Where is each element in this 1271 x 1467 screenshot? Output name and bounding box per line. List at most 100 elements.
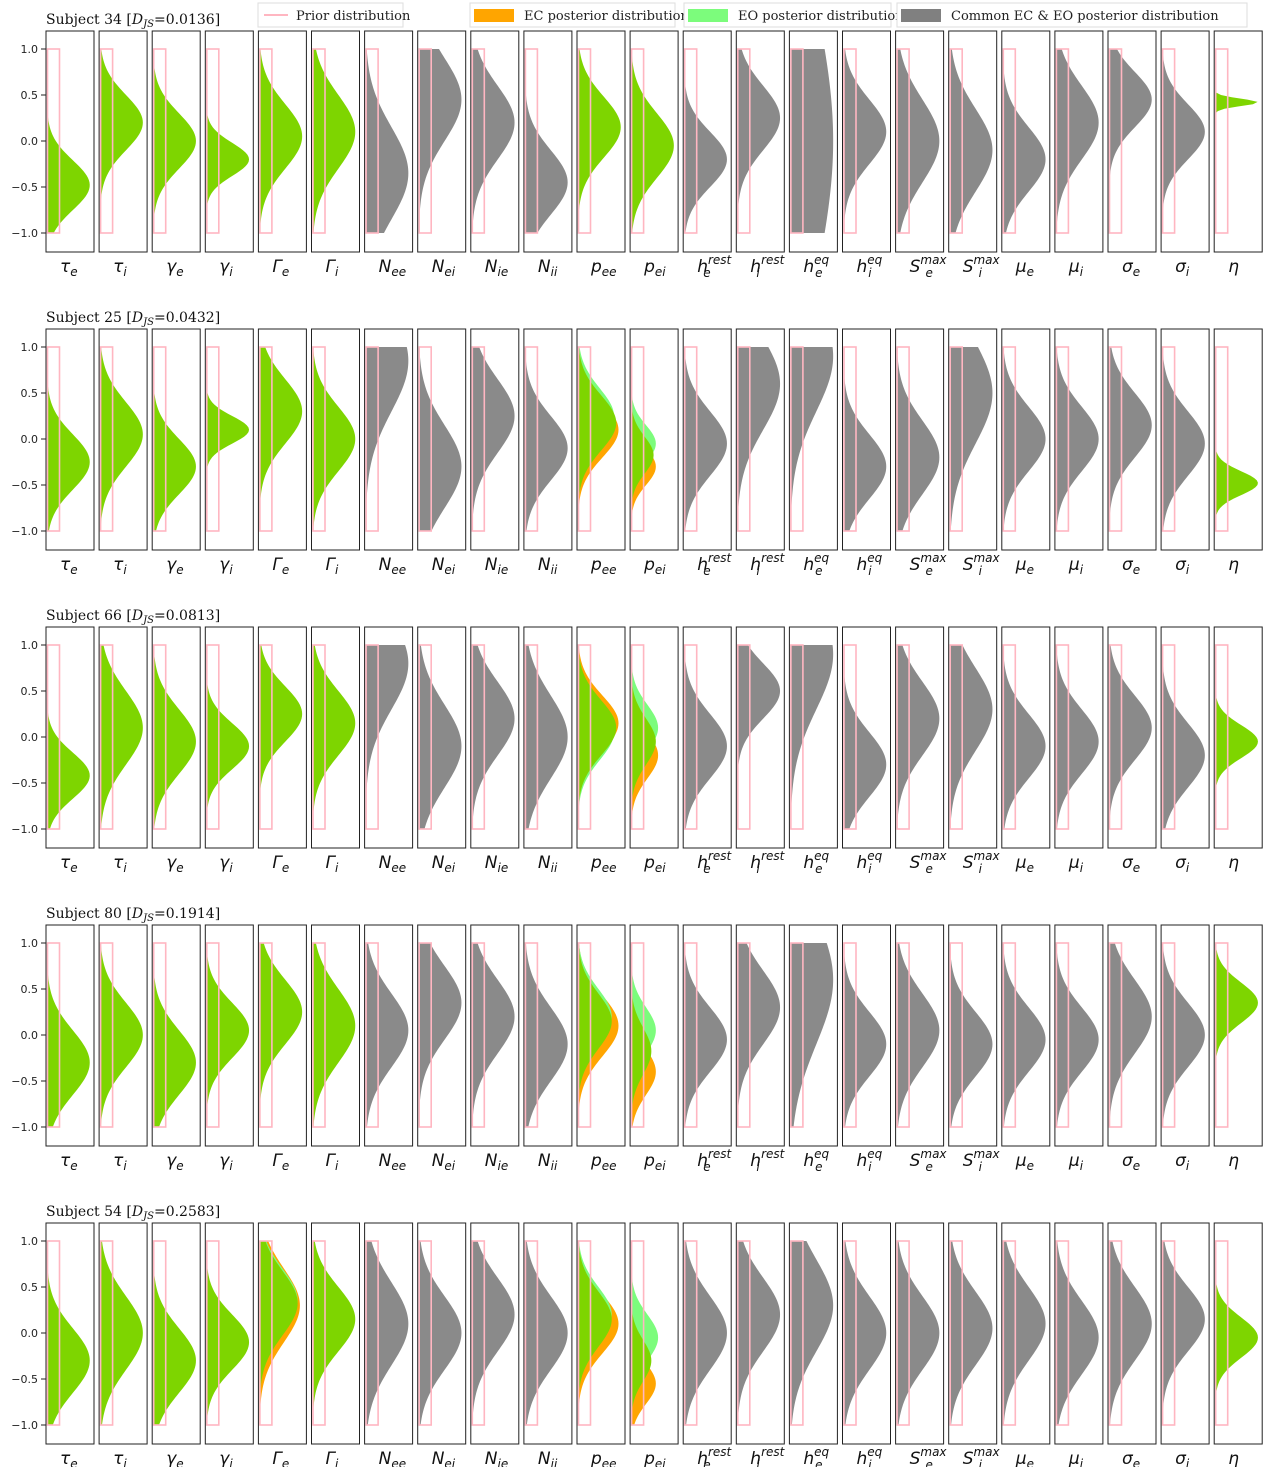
subject-row: Subject 25 [DJS=0.0432] 1.0 0.5 0.0 −0.5 −1.0…: [11, 310, 1263, 578]
panel-h_e_rest: hrest e: [682, 328, 733, 578]
param-sub: e: [1133, 1457, 1140, 1467]
common-posterior-area: [524, 943, 568, 1127]
param-sub: e: [176, 265, 183, 279]
panel-p_ee: pee: [576, 328, 626, 577]
prior-outline: [577, 644, 592, 830]
djs-symbol: D: [131, 310, 143, 326]
prior-outline: [736, 942, 751, 1128]
param-sub: e: [926, 266, 933, 280]
param-sub: i: [229, 861, 233, 875]
panel-frame: [788, 328, 838, 551]
panel-S_i_max: Smax i: [948, 924, 1001, 1174]
common-posterior-area: [737, 1241, 781, 1425]
param-sub: i: [229, 1159, 233, 1173]
prior-outline: [46, 1240, 61, 1426]
panel-S_i_max: Smax i: [948, 30, 1001, 280]
common-posterior-area: [896, 1241, 940, 1425]
common-posterior-area: [1109, 347, 1152, 531]
panel-frame: [1213, 924, 1263, 1147]
panel-gamma_i: γi: [204, 626, 254, 875]
param-sup: rest: [761, 1147, 786, 1161]
panel-p_ee: pee: [576, 626, 626, 875]
param-label: heq e: [803, 1445, 829, 1467]
prior-outline: [949, 346, 964, 532]
param-sub: e: [1027, 563, 1034, 577]
panel-frame: [948, 924, 998, 1147]
prior-outline: [683, 346, 698, 532]
prior-outline: [736, 644, 751, 830]
subject-title: Subject 25 [DJS=0.0432]: [46, 310, 220, 328]
param-sup: rest: [708, 1147, 733, 1161]
panel-mu_i: μi: [1054, 626, 1104, 875]
param-base: h: [857, 1449, 868, 1467]
prior-outline: [790, 346, 804, 532]
param-base: h: [697, 257, 708, 277]
param-label: pee: [590, 853, 617, 875]
prior-outline: [312, 644, 326, 830]
prior-outline: [790, 644, 804, 830]
overlap-posterior-area: [631, 347, 654, 531]
panel-eta: η: [1213, 626, 1263, 873]
param-label: γe: [166, 555, 183, 577]
prior-outline: [365, 48, 379, 234]
prior-outline: [1002, 942, 1017, 1128]
prior-outline: [312, 346, 326, 532]
param-label: γi: [219, 1151, 233, 1173]
prior-outline: [152, 1240, 167, 1426]
panel-p_ei: pei: [629, 328, 679, 577]
prior-outline: [1214, 48, 1229, 234]
param-base: S: [910, 1449, 921, 1467]
param-label: Smax i: [963, 1147, 1001, 1174]
param-sub: i: [1186, 563, 1190, 577]
prior-outline: [790, 942, 804, 1128]
common-posterior-area: [1055, 943, 1099, 1127]
panel-N_ii: Nii: [523, 1222, 573, 1467]
panel-mu_i: μi: [1054, 1222, 1104, 1467]
param-label: Γi: [326, 257, 339, 279]
djs-value: 0.0136: [166, 12, 215, 28]
param-sub: ei: [655, 1159, 666, 1173]
panel-eta: η: [1213, 30, 1263, 277]
overlap-posterior-area: [312, 943, 356, 1127]
panel-frame: [417, 1222, 467, 1445]
common-posterior-area: [896, 49, 940, 233]
overlap-posterior-area: [259, 1241, 298, 1425]
param-label: hrest i: [750, 551, 785, 578]
param-label: σe: [1122, 1151, 1140, 1173]
param-base: h: [857, 555, 868, 575]
panel-frame: [257, 924, 307, 1147]
prior-outline: [630, 644, 645, 830]
panel-N_ee: Nee: [364, 30, 414, 279]
param-sub: ee: [391, 861, 406, 875]
prior-outline: [471, 942, 486, 1128]
param-base: S: [910, 853, 921, 873]
panel-N_ie: Nie: [470, 924, 520, 1173]
panel-p_ee: pee: [576, 924, 626, 1173]
panel-Gamma_i: Γi: [311, 328, 360, 577]
param-sup: eq: [814, 1147, 829, 1161]
param-label: τi: [113, 555, 127, 577]
panel-eta: η: [1213, 328, 1263, 575]
common-posterior-area: [365, 1241, 409, 1425]
legend-swatch-common: [901, 9, 941, 22]
param-base: h: [697, 853, 708, 873]
panel-frame: [1107, 1222, 1157, 1445]
y-tick-label: 0.5: [21, 1281, 39, 1294]
common-posterior-area: [524, 347, 568, 531]
panel-frame: [682, 30, 732, 253]
panel-frame: [895, 1222, 945, 1445]
param-base: τ: [60, 555, 71, 575]
panel-frame: [417, 30, 467, 253]
prior-outline: [1161, 346, 1176, 532]
param-sub: i: [1186, 861, 1190, 875]
param-sup: max: [920, 849, 947, 863]
prior-outline: [843, 1240, 857, 1426]
panel-sigma_i: σi: [1160, 328, 1210, 577]
param-base: h: [750, 257, 761, 277]
param-label: heq e: [803, 551, 829, 578]
prior-outline: [312, 1240, 326, 1426]
djs-value: 0.1914: [166, 906, 215, 922]
panel-frame: [1107, 626, 1157, 849]
common-posterior-area: [418, 1241, 462, 1425]
prior-outline: [683, 1240, 698, 1426]
